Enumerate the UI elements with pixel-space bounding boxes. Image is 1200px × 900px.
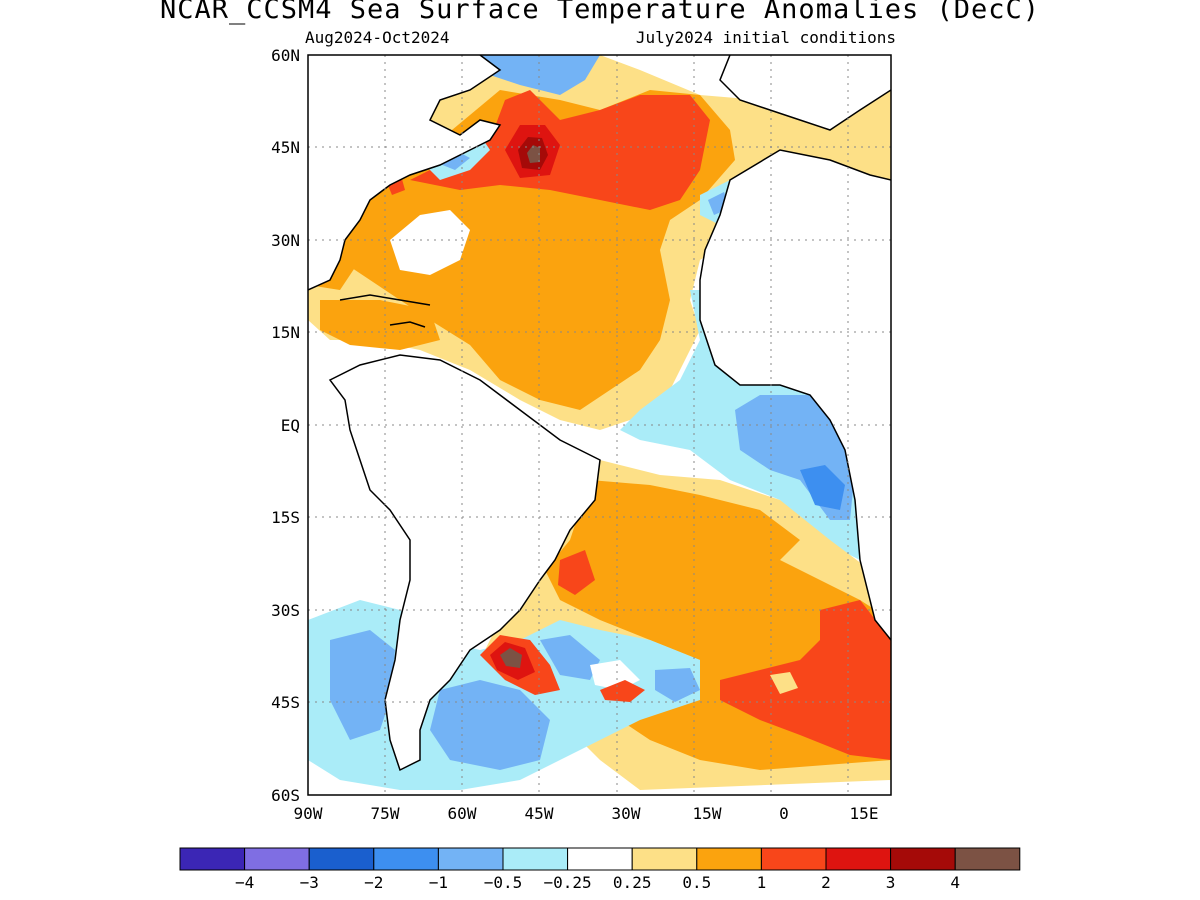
lon-label: 30W: [612, 804, 641, 823]
legend-swatch: [760, 847, 827, 871]
lat-label: 15S: [271, 508, 300, 527]
lon-label: 15W: [693, 804, 722, 823]
lon-label: 90W: [294, 804, 323, 823]
lon-label: 45W: [525, 804, 554, 823]
initial-conditions: July2024 initial conditions: [635, 28, 896, 47]
legend-label: −1: [429, 873, 448, 892]
lat-label: 30S: [271, 601, 300, 620]
lon-label: 0: [779, 804, 789, 823]
anomaly-region: [558, 550, 595, 595]
anomaly-region: [527, 145, 540, 163]
anomaly-field: [308, 55, 891, 795]
lat-label: EQ: [281, 416, 300, 435]
anomaly-region: [500, 648, 522, 668]
south-america-land: [330, 355, 600, 770]
legend-swatch: [179, 847, 246, 871]
legend-label: 3: [886, 873, 896, 892]
legend-label: −3: [300, 873, 319, 892]
legend-swatch: [631, 847, 698, 871]
lat-label: 60S: [271, 786, 300, 805]
anomaly-region: [330, 630, 395, 740]
anomaly-region: [320, 300, 440, 350]
latitude-labels: 60N 45N 30N 15N EQ 15S 30S 45S 60S: [271, 46, 300, 805]
lat-label: 30N: [271, 231, 300, 250]
lon-label: 60W: [448, 804, 477, 823]
legend-swatch: [890, 847, 956, 871]
anomaly-region: [390, 210, 470, 275]
lat-lon-grid: [308, 55, 891, 795]
legend-label: 0.25: [613, 873, 652, 892]
legend-swatch: [502, 847, 569, 871]
legend-swatch: [308, 847, 375, 871]
lon-label: 15E: [850, 804, 879, 823]
legend-label: −2: [364, 873, 383, 892]
legend-label: −4: [235, 873, 254, 892]
africa-land: [700, 150, 891, 640]
lat-label: 15N: [271, 323, 300, 342]
legend-swatch: [373, 847, 439, 871]
legend-label: −0.25: [544, 873, 592, 892]
map-title: NCAR_CCSM4 Sea Surface Temperature Anoma…: [159, 0, 1041, 25]
legend-swatch: [244, 847, 310, 871]
lon-label: 75W: [371, 804, 400, 823]
lat-label: 60N: [271, 46, 300, 65]
anomaly-region: [770, 672, 798, 694]
legend-swatch: [437, 847, 504, 871]
legend-swatch: [696, 847, 762, 871]
anomaly-region: [480, 55, 600, 95]
anomaly-region: [410, 90, 710, 210]
anomaly-region: [540, 635, 600, 680]
anomaly-region: [655, 668, 700, 702]
legend-swatch: [825, 847, 892, 871]
legend-label: 4: [950, 873, 960, 892]
longitude-labels: 90W 75W 60W 45W 30W 15W 0 15E: [294, 804, 879, 823]
plot-frame: [307, 54, 892, 796]
north-america-land: [308, 55, 500, 290]
forecast-period: Aug2024-Oct2024: [305, 28, 450, 47]
legend-label: 1: [757, 873, 767, 892]
anomaly-region: [600, 680, 645, 702]
legend-label: −0.5: [484, 873, 523, 892]
legend-swatch: [567, 847, 633, 871]
lat-label: 45N: [271, 138, 300, 157]
legend-label: 0.5: [682, 873, 711, 892]
lat-label: 45S: [271, 693, 300, 712]
legend-swatch: [954, 847, 1021, 871]
anomaly-region: [800, 465, 845, 510]
legend-label: 2: [821, 873, 831, 892]
